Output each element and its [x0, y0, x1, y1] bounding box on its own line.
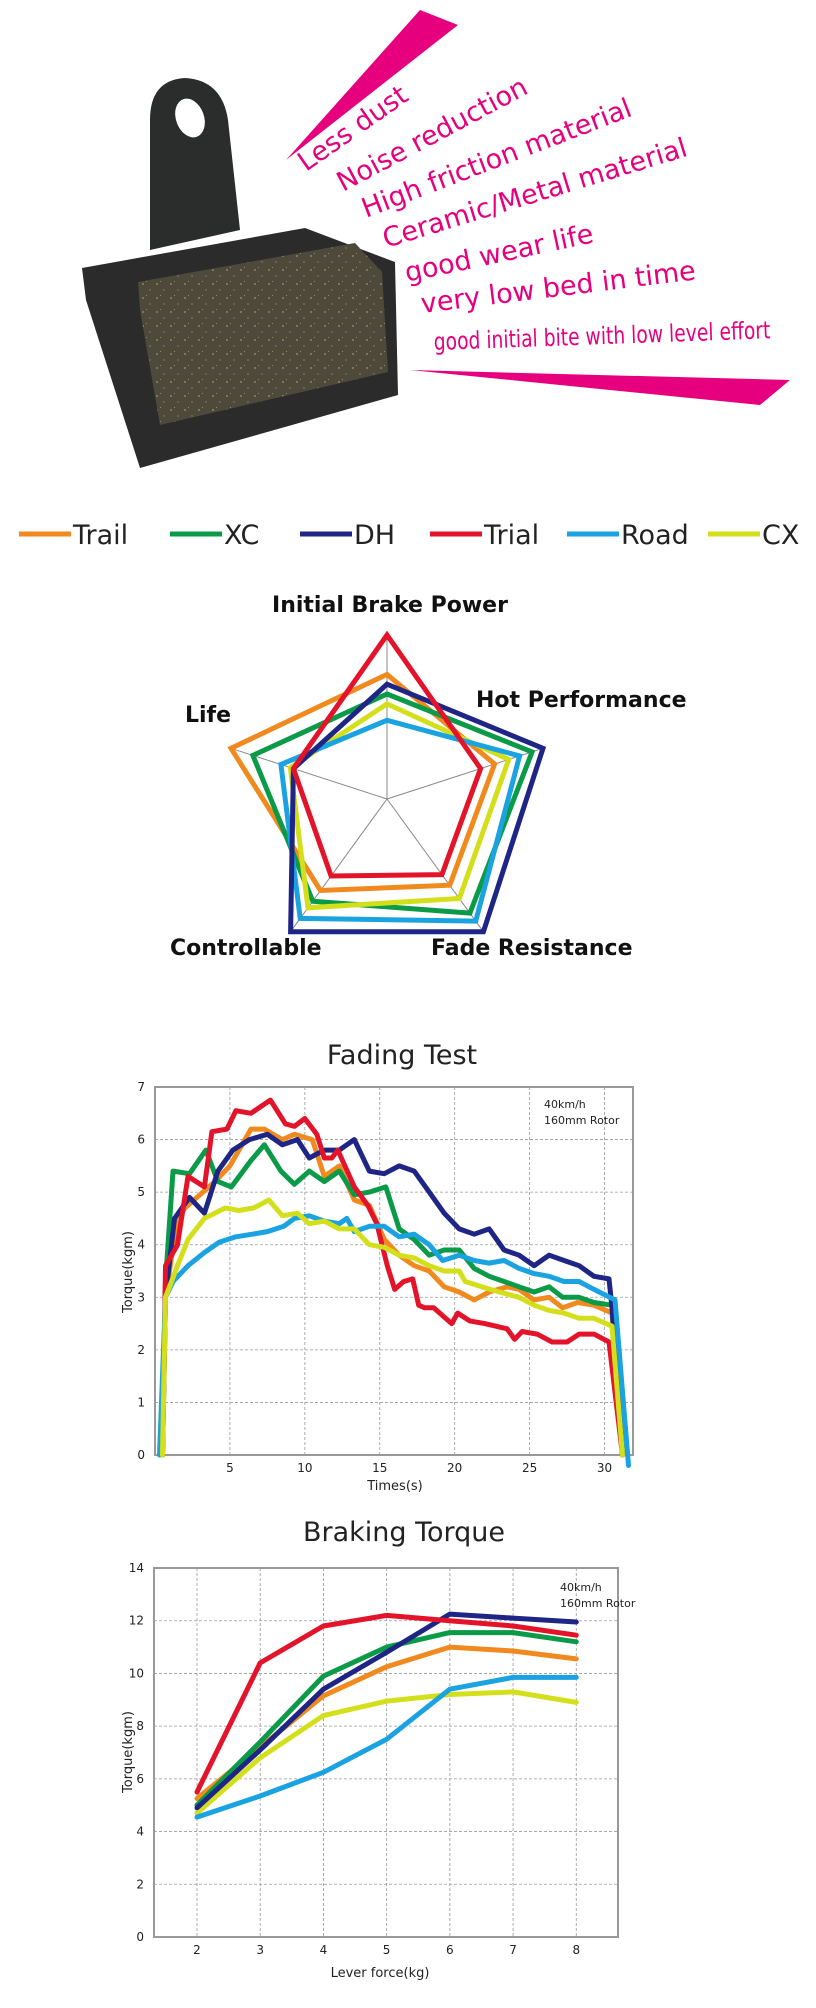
- chart-title: Braking Torque: [303, 1517, 505, 1548]
- series-line-xc: [194, 1630, 579, 1808]
- chart-title: Fading Test: [327, 1040, 477, 1071]
- chart-annotation: 160mm Rotor: [544, 1114, 620, 1127]
- y-tick-label: 6: [136, 1772, 144, 1786]
- y-axis-label: Torque(kgm): [121, 1231, 136, 1314]
- legend-label: XC: [224, 520, 259, 551]
- radar-series-xc: [249, 691, 536, 916]
- x-tick-label: 4: [320, 1943, 328, 1957]
- radar-axis-label: Initial Brake Power: [272, 593, 508, 618]
- legend-label: Road: [621, 520, 689, 551]
- x-tick-label: 8: [572, 1943, 580, 1957]
- radar-series-trial: [290, 630, 484, 879]
- x-axis-label: Times(s): [366, 1479, 423, 1494]
- legend: Trail XC DH Trial Road CX: [19, 520, 799, 551]
- x-tick-label: 15: [372, 1461, 387, 1475]
- series-line-trial: [160, 1097, 625, 1458]
- x-tick-label: 7: [509, 1943, 517, 1957]
- radar-axis-line: [230, 747, 388, 800]
- y-axis-label: Torque(kgm): [121, 1711, 136, 1794]
- x-axis-label: Lever force(kg): [331, 1966, 430, 1981]
- y-tick-label: 3: [137, 1290, 145, 1304]
- x-tick-label: 5: [383, 1943, 391, 1957]
- x-tick-label: 25: [522, 1461, 537, 1475]
- x-tick-label: 5: [226, 1461, 234, 1475]
- legend-label: CX: [762, 520, 799, 551]
- x-tick-label: 30: [597, 1461, 612, 1475]
- series-line-trial: [194, 1612, 579, 1795]
- x-tick-label: 3: [256, 1943, 264, 1957]
- radar-axis-label: Life: [185, 703, 231, 728]
- x-tick-label: 6: [446, 1943, 454, 1957]
- y-tick-label: 7: [137, 1080, 145, 1094]
- y-tick-label: 2: [136, 1877, 144, 1891]
- legend-label: Trial: [483, 520, 539, 551]
- x-tick-label: 10: [297, 1461, 312, 1475]
- y-tick-label: 12: [129, 1614, 144, 1628]
- y-tick-label: 1: [137, 1395, 145, 1409]
- y-tick-label: 2: [137, 1343, 145, 1357]
- y-tick-label: 4: [137, 1238, 145, 1252]
- y-tick-label: 8: [136, 1719, 144, 1733]
- chart-annotation: 40km/h: [560, 1581, 602, 1594]
- y-tick-label: 14: [129, 1561, 144, 1575]
- pink-wedge-top: [286, 10, 458, 160]
- y-tick-label: 5: [137, 1185, 145, 1199]
- series-line-cx: [194, 1689, 579, 1816]
- plot-frame: [154, 1086, 634, 1456]
- series-line-cx: [160, 1197, 625, 1458]
- brake-pad-image: [82, 78, 398, 468]
- series-line-road: [157, 1213, 631, 1468]
- radar-axis-label: Hot Performance: [476, 688, 687, 713]
- legend-label: Trail: [72, 520, 128, 551]
- y-tick-label: 10: [129, 1666, 144, 1680]
- series-line-road: [194, 1674, 579, 1820]
- chart-annotation: 40km/h: [544, 1098, 586, 1111]
- y-tick-label: 4: [136, 1825, 144, 1839]
- chart-annotation: 160mm Rotor: [560, 1597, 636, 1610]
- feature-text: good initial bite with low level effort: [433, 317, 771, 357]
- plot-frame: [153, 1567, 619, 1938]
- radar-axis-label: Fade Resistance: [431, 936, 633, 961]
- y-tick-label: 6: [137, 1133, 145, 1147]
- y-tick-label: 0: [137, 1448, 145, 1462]
- pink-wedge-bottom: [410, 370, 790, 405]
- series-line-dh: [194, 1611, 579, 1811]
- radar-chart: [227, 630, 547, 935]
- radar-series-trail: [227, 671, 498, 894]
- series-line-trail: [160, 1126, 625, 1458]
- y-tick-label: 0: [136, 1930, 144, 1944]
- legend-label: DH: [354, 520, 395, 551]
- x-tick-label: 2: [193, 1943, 201, 1957]
- braking-torque-chart: 2 3 4 5 6 7 8 0 2 4 6 8 10 12 14: [129, 1561, 619, 1957]
- series-line-xc: [160, 1142, 625, 1458]
- series-line-dh: [160, 1131, 625, 1458]
- radar-axis-label: Controllable: [170, 936, 322, 961]
- radar-series-dh: [288, 681, 547, 935]
- fading-test-chart: 5 10 15 20 25 30 0 1 2 3 4 5 6 7: [137, 1080, 634, 1475]
- radar-axis-line: [386, 798, 484, 932]
- x-tick-label: 20: [447, 1461, 462, 1475]
